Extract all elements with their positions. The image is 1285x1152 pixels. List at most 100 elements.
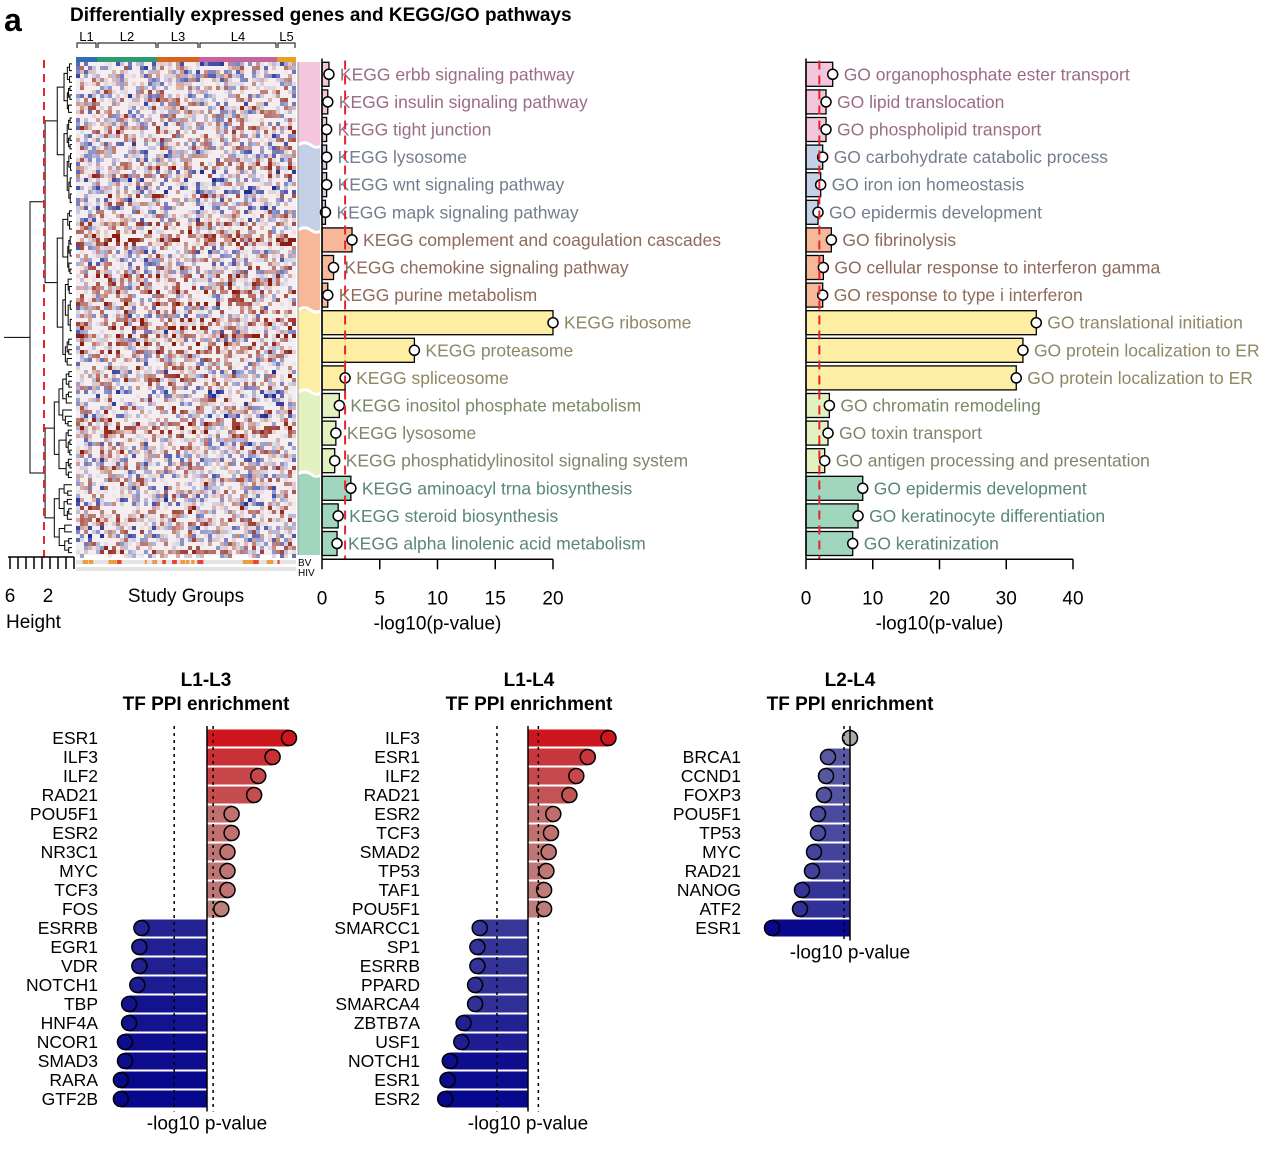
heatmap-cell xyxy=(132,490,136,494)
heatmap-cell xyxy=(200,142,204,146)
heatmap-cell xyxy=(176,314,180,318)
heatmap-cell xyxy=(272,210,276,214)
heatmap-cell xyxy=(260,518,264,522)
heatmap-cell xyxy=(164,114,168,118)
heatmap-cell xyxy=(108,554,112,558)
heatmap-cell xyxy=(108,502,112,506)
heatmap-cell xyxy=(272,278,276,282)
dendrogram-branch xyxy=(67,246,69,268)
heatmap-cell xyxy=(264,86,268,90)
heatmap-cell xyxy=(228,510,232,514)
heatmap-cell xyxy=(156,254,160,258)
heatmap-cell xyxy=(196,258,200,262)
heatmap-cell xyxy=(164,210,168,214)
heatmap-cell xyxy=(88,286,92,290)
heatmap-cell xyxy=(100,214,104,218)
heatmap-cell xyxy=(264,130,268,134)
heatmap-cell xyxy=(260,354,264,358)
heatmap-cell xyxy=(108,206,112,210)
heatmap-cell xyxy=(100,90,104,94)
heatmap-cell xyxy=(124,258,128,262)
heatmap-cell xyxy=(288,394,292,398)
heatmap-cell xyxy=(284,86,288,90)
heatmap-cell xyxy=(232,250,236,254)
heatmap-cell xyxy=(268,430,272,434)
heatmap-cell xyxy=(112,174,116,178)
heatmap-cell xyxy=(124,294,128,298)
heatmap-cell xyxy=(136,178,140,182)
heatmap-cell xyxy=(176,318,180,322)
heatmap-cell xyxy=(236,382,240,386)
heatmap-cell xyxy=(104,490,108,494)
heatmap-cell xyxy=(144,194,148,198)
heatmap-cell xyxy=(200,474,204,478)
heatmap-cell xyxy=(240,406,244,410)
heatmap-cell xyxy=(148,202,152,206)
heatmap-cell xyxy=(84,230,88,234)
heatmap-cell xyxy=(180,102,184,106)
heatmap-cell xyxy=(168,238,172,242)
heatmap-cell xyxy=(132,510,136,514)
heatmap-cell xyxy=(152,486,156,490)
heatmap-cell xyxy=(232,334,236,338)
heatmap-cell xyxy=(156,98,160,102)
dendrogram-branch xyxy=(44,427,55,519)
heatmap-cell xyxy=(168,470,172,474)
heatmap-cell xyxy=(180,186,184,190)
heatmap-cell xyxy=(272,546,276,550)
heatmap-cell xyxy=(180,134,184,138)
heatmap-cell xyxy=(184,174,188,178)
heatmap-cell xyxy=(228,302,232,306)
tf-chart-title-line1: L1-L4 xyxy=(504,670,555,691)
heatmap-cell xyxy=(228,82,232,86)
heatmap-cell xyxy=(172,78,176,82)
heatmap-cell xyxy=(76,478,80,482)
heatmap-cell xyxy=(128,238,132,242)
heatmap-cell xyxy=(100,454,104,458)
heatmap-cell xyxy=(252,362,256,366)
heatmap-cell xyxy=(288,226,292,230)
heatmap-cell xyxy=(88,542,92,546)
heatmap-cell xyxy=(176,122,180,126)
heatmap-cell xyxy=(276,250,280,254)
heatmap-cell xyxy=(176,106,180,110)
heatmap-cell xyxy=(280,218,284,222)
heatmap-cell xyxy=(204,134,208,138)
heatmap-cell xyxy=(212,370,216,374)
heatmap-cell xyxy=(104,190,108,194)
heatmap-cell xyxy=(128,66,132,70)
heatmap-cell xyxy=(252,126,256,130)
heatmap-cell xyxy=(160,218,164,222)
heatmap-cell xyxy=(216,218,220,222)
heatmap-cell xyxy=(104,262,108,266)
heatmap-cell xyxy=(220,278,224,282)
heatmap-cell xyxy=(252,174,256,178)
heatmap-cell xyxy=(224,394,228,398)
heatmap-cell xyxy=(108,270,112,274)
heatmap-cell xyxy=(176,482,180,486)
heatmap-cell xyxy=(236,206,240,210)
heatmap-cell xyxy=(84,270,88,274)
heatmap-cell xyxy=(204,286,208,290)
heatmap-cell xyxy=(216,490,220,494)
heatmap-cell xyxy=(240,130,244,134)
heatmap-cell xyxy=(208,86,212,90)
heatmap-cell xyxy=(100,98,104,102)
heatmap-cell xyxy=(88,158,92,162)
heatmap-cell xyxy=(172,298,176,302)
heatmap-cell xyxy=(180,122,184,126)
heatmap-cell xyxy=(116,194,120,198)
heatmap-cell xyxy=(172,486,176,490)
heatmap-cell xyxy=(252,298,256,302)
heatmap-cell xyxy=(132,82,136,86)
heatmap-cell xyxy=(248,414,252,418)
heatmap-cell xyxy=(176,354,180,358)
heatmap-cell xyxy=(100,278,104,282)
heatmap-cell xyxy=(120,114,124,118)
heatmap-cell xyxy=(188,450,192,454)
heatmap-cell xyxy=(164,106,168,110)
heatmap-cell xyxy=(204,142,208,146)
heatmap-cell xyxy=(168,154,172,158)
heatmap-cell xyxy=(128,282,132,286)
heatmap-cell xyxy=(104,458,108,462)
